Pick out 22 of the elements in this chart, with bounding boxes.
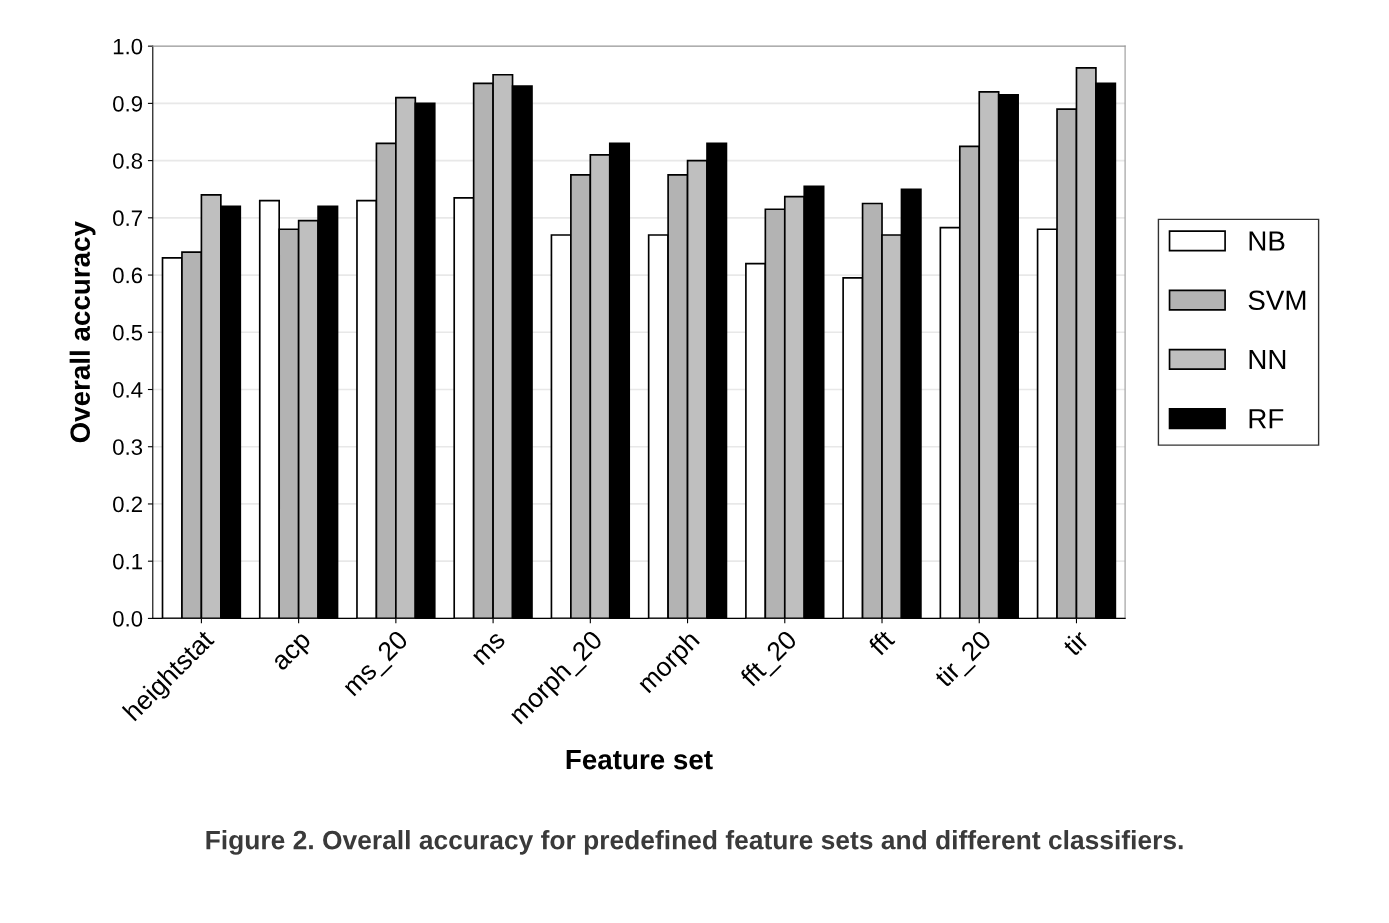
y-tick-label: 0.1 — [113, 553, 142, 570]
y-tick-label: 0.9 — [113, 95, 143, 112]
y-tick-label: 1.0 — [113, 38, 143, 55]
y-tick-label: 0.3 — [113, 439, 143, 455]
y-axis-title: Overall accuracy — [69, 221, 96, 443]
legend-label: NN — [1249, 349, 1286, 370]
legend-label: NB — [1249, 231, 1285, 251]
x-tick-label: tir — [1061, 628, 1090, 658]
y-tick-label: 0.8 — [113, 153, 143, 169]
y-tick-label: 0.2 — [113, 496, 142, 513]
caption: Figure 2. Overall accuracy for predefined feature sets and different classifiers. — [206, 830, 1183, 855]
x-tick-label: ms — [472, 632, 507, 666]
y-tick-label: 0.4 — [113, 382, 143, 398]
y-tick-label: 0.6 — [113, 267, 143, 284]
y-tick-label: 0.7 — [113, 210, 142, 227]
y-tick-label: 0.5 — [113, 324, 143, 341]
x-axis-title: Feature set — [566, 750, 713, 770]
legend-label: RF — [1249, 409, 1284, 429]
x-tick-label: fft — [867, 628, 896, 657]
y-tick-label: 0.0 — [113, 610, 143, 627]
x-tick-label: acp — [272, 632, 316, 675]
legend-label: SVM — [1248, 290, 1306, 311]
